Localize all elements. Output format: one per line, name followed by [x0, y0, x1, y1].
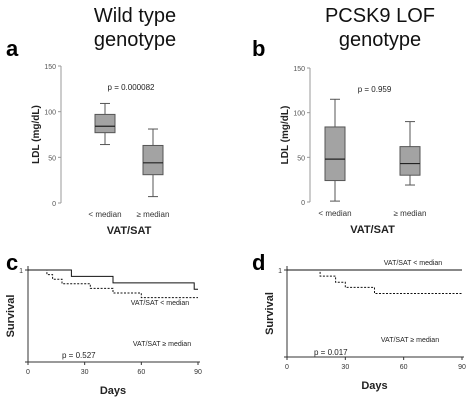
- category-label-0-1: ≥ median: [137, 210, 170, 219]
- y-tick-label-0-0: 0: [52, 201, 56, 208]
- category-label-1-0: < median: [318, 209, 351, 218]
- category-label-0-0: < median: [88, 210, 121, 219]
- x-tick-label-3-0: 0: [285, 364, 289, 371]
- p-value-3: p = 0.017: [314, 348, 348, 357]
- y-tick-label-1-1: 50: [297, 155, 305, 162]
- series-label-3-0: VAT/SAT < median: [384, 260, 443, 267]
- p-value-0: p = 0.000082: [108, 83, 155, 92]
- header-wild-type-line1: Wild type: [93, 5, 177, 27]
- x-tick-label-3-2: 60: [400, 364, 408, 371]
- box-0-0: [94, 113, 116, 134]
- y-tick-label-3-1: 1: [278, 268, 282, 275]
- x-axis-label-3: Days: [361, 380, 387, 392]
- panel-letter-d: d: [252, 250, 266, 275]
- box-1-0: [324, 126, 346, 182]
- header-pcsk9-line2: genotype: [338, 29, 422, 51]
- series-label-3-1: VAT/SAT ≥ median: [381, 337, 439, 344]
- y-tick-label-0-3: 150: [44, 64, 56, 71]
- x-tick-label-2-0: 0: [26, 369, 30, 376]
- x-axis-label-0: VAT/SAT: [107, 225, 152, 237]
- series-label-2-1: VAT/SAT ≥ median: [133, 341, 191, 348]
- x-tick-label-2-2: 60: [137, 369, 145, 376]
- series-line-2-0: [28, 269, 198, 290]
- header-wild-type: Wild type genotype: [60, 4, 210, 52]
- y-axis-label-2: Survival: [5, 295, 17, 338]
- series-line-3-1: [287, 269, 462, 294]
- y-axis-label-0: LDL (mg/dL): [31, 105, 42, 164]
- panel-letter-b: b: [252, 36, 266, 61]
- y-tick-label-1-3: 150: [293, 66, 305, 73]
- panel-letter-a: a: [6, 36, 19, 61]
- box-0-1: [142, 144, 164, 176]
- x-tick-label-2-1: 30: [81, 369, 89, 376]
- y-tick-label-1-2: 100: [293, 111, 305, 118]
- box-1-1: [399, 146, 421, 176]
- series-line-2-1: [28, 269, 198, 299]
- x-axis-label-2: Days: [100, 385, 126, 397]
- category-label-1-1: ≥ median: [394, 209, 427, 218]
- x-tick-label-3-3: 90: [458, 364, 466, 371]
- series-label-2-0: VAT/SAT < median: [131, 300, 190, 307]
- header-pcsk9: PCSK9 LOF genotype: [300, 4, 460, 52]
- p-value-1: p = 0.959: [358, 85, 392, 94]
- x-tick-label-2-3: 90: [194, 369, 202, 376]
- header-wild-type-line2: genotype: [93, 29, 177, 51]
- y-tick-label-0-1: 50: [48, 155, 56, 162]
- x-axis-label-1: VAT/SAT: [350, 224, 395, 236]
- y-tick-label-2-1: 1: [19, 268, 23, 275]
- y-axis-label-3: Survival: [264, 292, 276, 335]
- p-value-2: p = 0.527: [62, 351, 96, 360]
- x-tick-label-3-1: 30: [341, 364, 349, 371]
- header-pcsk9-line1: PCSK9 LOF: [324, 5, 436, 27]
- y-axis-label-1: LDL (mg/dL): [280, 106, 291, 165]
- y-tick-label-0-2: 100: [44, 110, 56, 117]
- panel-letter-c: c: [6, 250, 19, 275]
- y-tick-label-1-0: 0: [301, 200, 305, 207]
